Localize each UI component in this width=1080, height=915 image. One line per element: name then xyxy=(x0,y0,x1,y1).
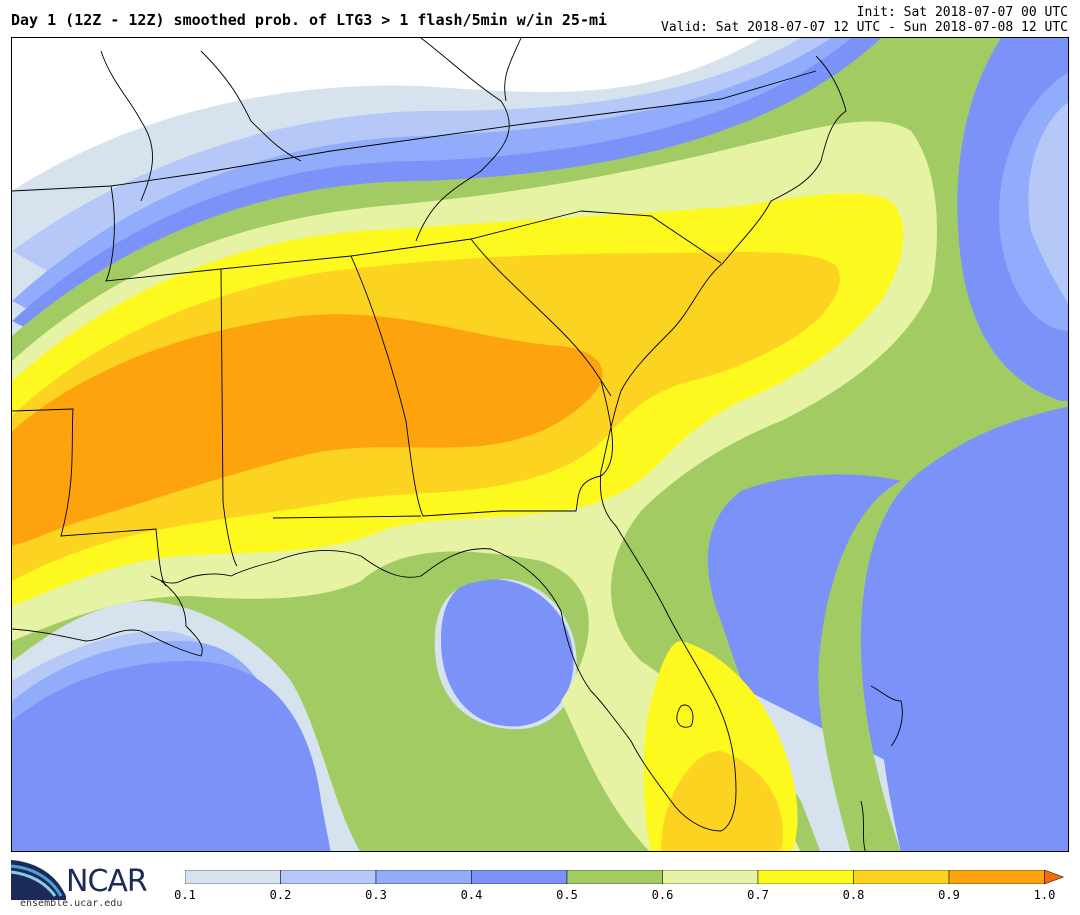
colorbar-segment xyxy=(948,870,1045,884)
logo-name: NCAR xyxy=(66,864,148,899)
colorbar-segment xyxy=(471,870,568,884)
probability-map xyxy=(11,37,1069,852)
colorbar-segment xyxy=(757,870,854,884)
colorbar-segment xyxy=(185,870,281,884)
init-time: Init: Sat 2018-07-07 00 UTC xyxy=(856,5,1068,20)
colorbar-tick-label: 0.7 xyxy=(747,888,769,902)
state-borders xyxy=(12,38,817,587)
logo-url: ensemble.ucar.edu xyxy=(20,898,123,909)
valid-time: Valid: Sat 2018-07-07 12 UTC - Sun 2018-… xyxy=(661,20,1068,35)
colorbar-tick-label: 0.8 xyxy=(842,888,865,902)
colorbar-segment xyxy=(375,870,472,884)
colorbar-tick-label: 0.1 xyxy=(174,888,196,902)
contour-0-9 xyxy=(12,314,603,546)
colorbar-segment xyxy=(280,870,377,884)
map-title: Day 1 (12Z - 12Z) smoothed prob. of LTG3… xyxy=(11,11,608,29)
colorbar-segment xyxy=(566,870,663,884)
colorbar-ticks: 0.1 0.2 0.3 0.4 0.5 0.6 0.7 0.8 0.9 1.0 xyxy=(0,888,1080,904)
colorbar xyxy=(185,870,1065,884)
colorbar-tick-label: 0.6 xyxy=(651,888,674,902)
colorbar-tick-label: 0.3 xyxy=(365,888,387,902)
ncar-logo-icon xyxy=(11,860,66,900)
colorbar-extend-arrow xyxy=(1044,870,1065,884)
coastline xyxy=(12,55,903,851)
map-canvas xyxy=(12,38,1068,851)
colorbar-tick-label: 0.5 xyxy=(556,888,578,902)
colorbar-tick-label: 1.0 xyxy=(1033,888,1056,902)
colorbar-tick-label: 0.4 xyxy=(460,888,483,902)
colorbar-tick-label: 0.9 xyxy=(938,888,960,902)
colorbar-segment xyxy=(853,870,950,884)
colorbar-tick-label: 0.2 xyxy=(269,888,292,902)
colorbar-segment xyxy=(662,870,759,884)
